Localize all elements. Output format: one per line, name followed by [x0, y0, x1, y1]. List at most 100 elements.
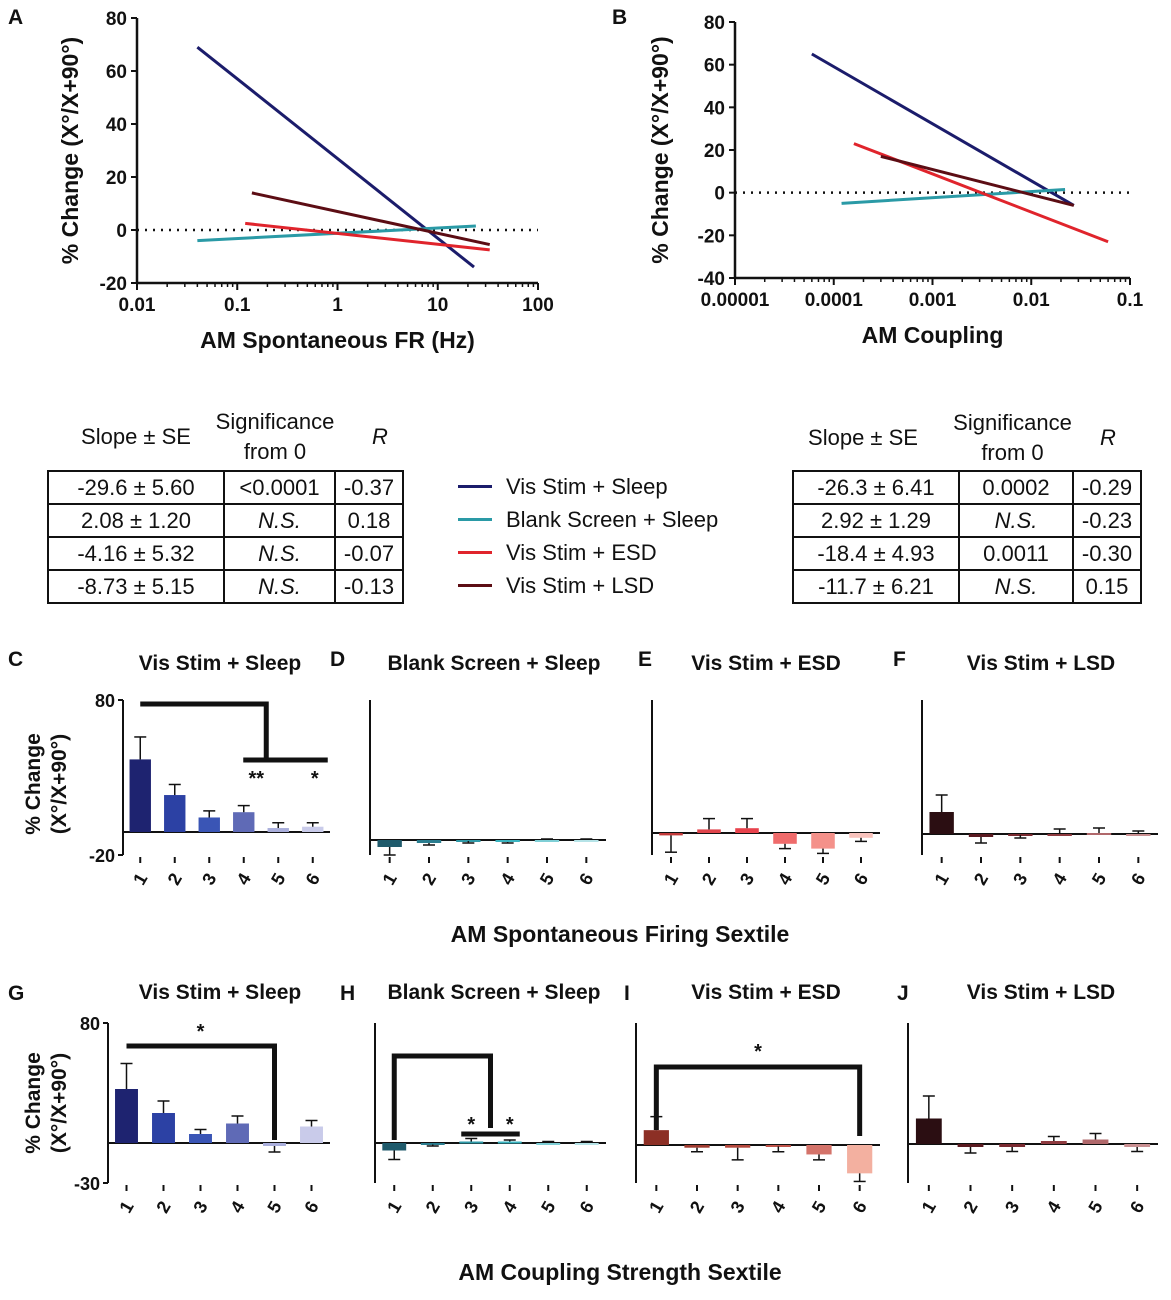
panel-f-x-tick-label: 3: [1009, 870, 1031, 889]
table-row: -11.7 ± 6.21 N.S. 0.15: [792, 569, 1142, 604]
panel-j-bar: [915, 1118, 942, 1144]
table-cell: -0.37: [334, 470, 404, 505]
panel-label-h: H: [340, 982, 355, 1005]
panel-f-bar: [1047, 834, 1072, 836]
legend-swatch: [458, 584, 492, 587]
panel-label-c: C: [8, 648, 23, 671]
panel-a-y-tick-label: 20: [106, 168, 127, 189]
legend-swatch: [458, 518, 492, 521]
table-cell: N.S.: [223, 536, 336, 571]
table-cell: N.S.: [223, 503, 336, 538]
right-header-slope: Slope ± SE: [808, 425, 918, 450]
panel-a-y-tick-label: 80: [106, 9, 127, 30]
table-cell: -4.16 ± 5.32: [47, 536, 225, 571]
panel-h-significance-bracket: [391, 1053, 493, 1140]
panel-j-bar: [957, 1144, 984, 1147]
panel-f-title: Vis Stim + LSD: [967, 652, 1115, 675]
panel-e-x-tick-label: 2: [698, 870, 720, 889]
panel-b-y-axis-label: % Change (X°/X+90°): [647, 36, 673, 263]
panel-d-bar: [416, 840, 442, 843]
legend-item: Vis Stim + LSD: [458, 569, 718, 602]
panel-c-bar: [267, 828, 289, 832]
panel-b-y-tick-label: 80: [704, 13, 725, 34]
legend-label: Blank Screen + Sleep: [506, 506, 719, 532]
panel-b-series-line: [880, 154, 1075, 207]
panel-g-bar: [115, 1089, 138, 1143]
panel-label-g: G: [8, 982, 24, 1005]
panel-i-title: Vis Stim + ESD: [691, 981, 841, 1004]
panel-b-y-tick-label: 20: [704, 141, 725, 162]
panel-e-bar: [697, 829, 721, 833]
panel-c-bar: [302, 826, 324, 832]
panel-i-bar: [684, 1145, 710, 1148]
table-cell: -0.30: [1072, 536, 1142, 571]
panel-j-bar: [999, 1144, 1026, 1147]
table-row: -29.6 ± 5.60 <0.0001 -0.37: [47, 470, 404, 505]
panel-i-x-tick-label: 1: [645, 1198, 667, 1217]
panel-h-x-tick-label: 2: [422, 1198, 444, 1217]
panel-i-bar: [765, 1145, 791, 1147]
panel-a-x-axis-label: AM Spontaneous FR (Hz): [200, 327, 475, 353]
table-cell: 0.18: [334, 503, 404, 538]
panel-e-x-tick-label: 4: [774, 870, 796, 889]
panel-f-x-tick-label: 2: [970, 870, 992, 889]
panel-a-x-tick-label: 100: [522, 295, 554, 316]
panel-g-y-tick-label: 80: [80, 1014, 100, 1034]
legend: Vis Stim + Sleep Blank Screen + Sleep Vi…: [458, 470, 718, 602]
legend-item: Blank Screen + Sleep: [458, 503, 718, 536]
panel-e-x-tick-label: 5: [812, 870, 834, 889]
panel-b-x-tick-label: 0.00001: [701, 290, 770, 311]
panel-f-bar: [1086, 833, 1112, 835]
panel-g-significance-label: *: [197, 1021, 205, 1043]
panel-i-bar: [725, 1145, 751, 1148]
panel-i-x-tick-label: 5: [808, 1198, 830, 1217]
panel-a-x-tick-label: 0.1: [224, 295, 251, 316]
panel-label-f: F: [893, 648, 906, 671]
panel-h-x-tick-label: 5: [537, 1198, 559, 1217]
panel-e-bar: [659, 833, 683, 836]
panel-h-x-tick-label: 3: [460, 1198, 482, 1217]
panel-label-b: B: [612, 6, 627, 29]
panel-g-bar: [152, 1113, 175, 1143]
panel-b-x-tick-label: 0.001: [909, 290, 957, 311]
panel-j-x-tick-label: 5: [1084, 1198, 1106, 1217]
panel-i-x-tick-label: 4: [767, 1198, 789, 1217]
panel-e-bar: [811, 833, 835, 849]
left-header-r: R: [372, 424, 388, 449]
panel-d-x-tick-label: 5: [536, 870, 558, 889]
panel-d-x-tick-label: 3: [457, 870, 479, 889]
table-cell: 0.0002: [958, 470, 1074, 505]
legend-item: Vis Stim + Sleep: [458, 470, 718, 503]
panel-e-x-tick-label: 3: [736, 870, 758, 889]
panel-c-bar: [164, 795, 186, 832]
legend-label: Vis Stim + ESD: [506, 539, 657, 565]
bottom-group-x-label: AM Coupling Strength Sextile: [458, 1259, 781, 1285]
panel-c-y-tick-label: -20: [89, 846, 115, 866]
panel-b-y-tick-label: -40: [698, 269, 725, 290]
panel-label-a: A: [8, 6, 23, 29]
panel-i-x-tick-label: 2: [686, 1198, 708, 1217]
panel-i-bar: [847, 1145, 873, 1174]
panel-d-bar: [534, 840, 560, 842]
left-header-significance-line1: Significance: [215, 409, 335, 434]
panel-c-x-tick-label: 1: [129, 870, 151, 889]
panel-d-title: Blank Screen + Sleep: [387, 652, 600, 675]
panel-g-x-tick-label: 5: [263, 1198, 285, 1217]
panel-h-bar: [497, 1141, 522, 1144]
panel-a-y-tick-label: 0: [116, 221, 127, 242]
panel-f-bar: [968, 834, 994, 837]
panel-c-bar: [129, 759, 151, 832]
panel-g-bar: [189, 1134, 212, 1143]
panel-h-bar: [420, 1143, 445, 1145]
panel-c-y-tick-label: 80: [95, 691, 115, 711]
panel-c-bar: [233, 812, 255, 832]
panel-j-bar: [1082, 1139, 1109, 1144]
panel-a-y-tick-label: -20: [100, 274, 127, 295]
table-cell: 2.92 ± 1.29: [792, 503, 960, 538]
panel-j-x-tick-label: 1: [918, 1198, 940, 1217]
panel-e-bar: [773, 833, 797, 844]
panel-c-bar: [198, 817, 220, 832]
panel-d-x-tick-label: 2: [418, 870, 440, 889]
panel-a-y-tick-label: 40: [106, 115, 127, 136]
table-cell: -0.07: [334, 536, 404, 571]
